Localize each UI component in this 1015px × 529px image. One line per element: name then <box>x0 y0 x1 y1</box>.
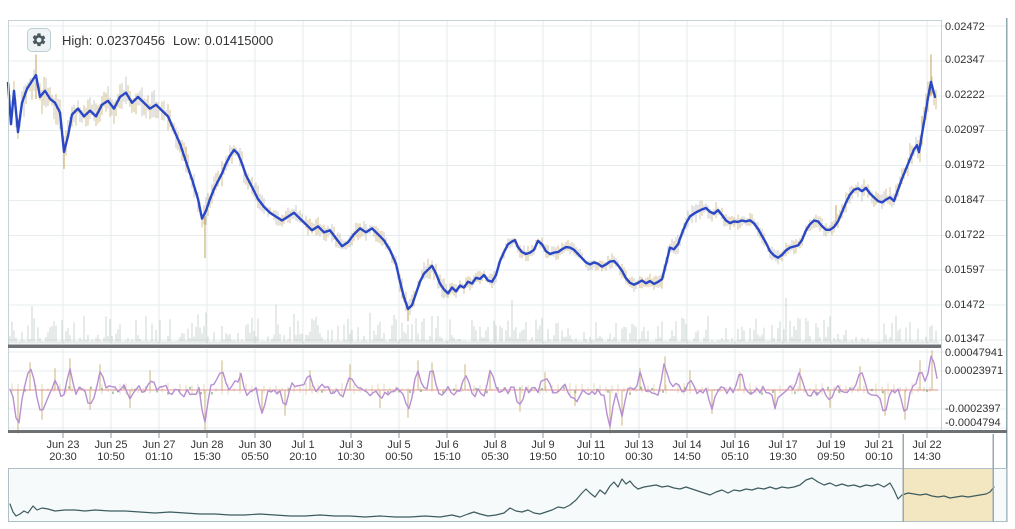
navigator-left-handle[interactable] <box>900 468 906 522</box>
chart-legend: High: 0.02370456 Low: 0.01415000 <box>27 28 277 52</box>
navigator-selected-range[interactable] <box>903 468 993 522</box>
high-value: 0.02370456 <box>96 32 166 48</box>
low-value: 0.01415000 <box>204 32 274 48</box>
high-low-readout: High: 0.02370456 Low: 0.01415000 <box>62 33 277 48</box>
navigator-area[interactable] <box>8 468 1007 522</box>
low-label: Low: <box>173 32 201 48</box>
settings-button[interactable] <box>27 28 51 52</box>
navigator-right-handle[interactable] <box>990 468 996 522</box>
gear-icon <box>32 33 46 47</box>
high-label: High: <box>62 32 93 48</box>
oscillator-plot-area[interactable] <box>8 349 941 431</box>
main-plot-area[interactable] <box>8 20 941 345</box>
